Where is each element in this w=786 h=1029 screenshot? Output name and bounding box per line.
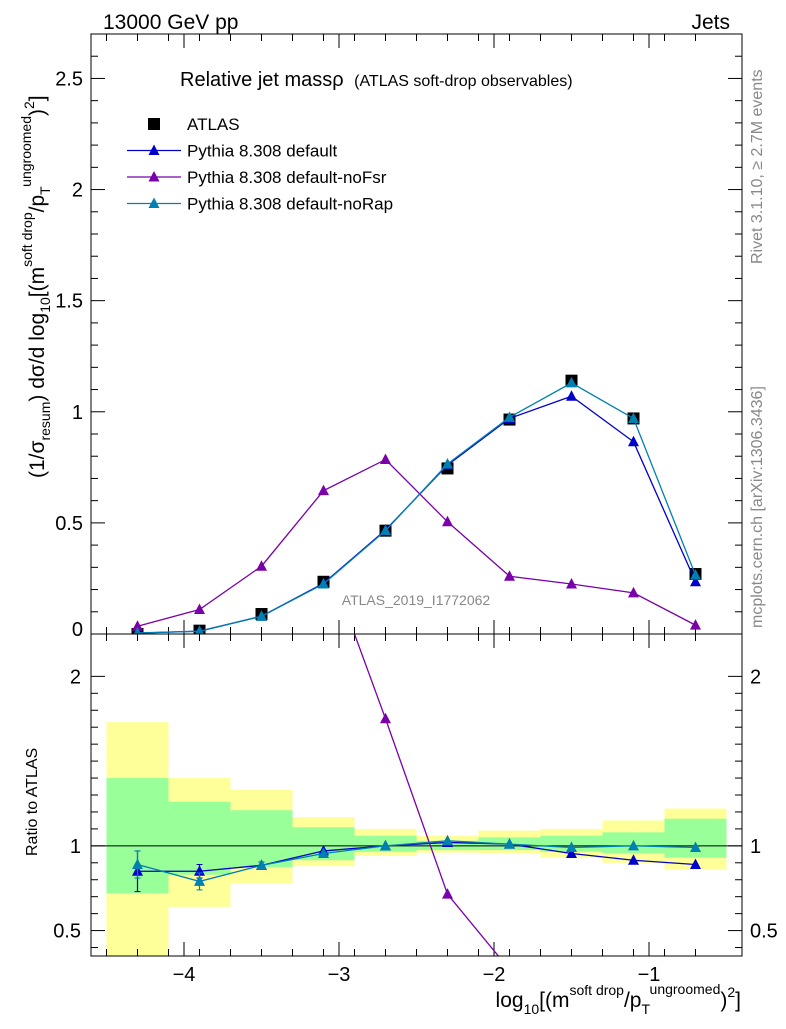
- series-point: [380, 524, 391, 536]
- xtick-label: −2: [483, 964, 506, 986]
- ratio-point: [380, 839, 391, 851]
- ratio-series-pythia-8-308-default-nofsr: [256, 433, 515, 975]
- ratio-ytick-label-right: 0.5: [750, 921, 778, 943]
- ratio-plot-area: [132, 433, 701, 975]
- ratio-series-pythia-8-308-default-norap: [132, 834, 701, 891]
- main-ytick-label: 1.5: [55, 291, 83, 313]
- series-point: [256, 560, 267, 571]
- legend-marker: [148, 144, 160, 155]
- series-point: [442, 458, 453, 469]
- ratio-ytick-label: 2: [70, 666, 81, 688]
- xtick-label: −4: [173, 964, 196, 986]
- ratio-band-inner: [230, 810, 293, 868]
- main-ytick-label-zero: 0: [72, 619, 83, 641]
- plot-title-sub: (ATLAS soft-drop observables): [354, 73, 572, 90]
- main-ytick-label: 0.5: [55, 513, 83, 535]
- series-point: [690, 575, 701, 587]
- series-point: [690, 569, 701, 580]
- series-point: [566, 376, 577, 388]
- legend-label: Pythia 8.308 default: [187, 142, 338, 161]
- legend: ATLAS Pythia 8.308 default Pythia 8.308 de…: [127, 115, 393, 214]
- legend-item-pythia-8-308-default: Pythia 8.308 default: [127, 142, 338, 161]
- xlabel: log10[(msoft drop/pTungroomed)2]: [496, 981, 741, 1017]
- mcplots-label: mcplots.cern.ch [arXiv:1306.3436]: [749, 386, 766, 628]
- main-ytick-label: 2.5: [55, 68, 83, 90]
- ratio-point: [380, 712, 391, 724]
- legend-item-pythia-8-308-default-nofsr: Pythia 8.308 default-noFsr: [127, 168, 387, 187]
- main-axes: 0.5 1 1.5 2 2.5 0: [55, 34, 742, 641]
- xtick-label: −3: [328, 964, 351, 986]
- ylabel-ratio: Ratio to ATLAS: [24, 748, 41, 856]
- legend-marker: [148, 171, 160, 182]
- series-point: [442, 515, 453, 527]
- ratio-point: [566, 847, 577, 858]
- ratio-point: [318, 847, 329, 858]
- series-point: [690, 619, 701, 630]
- ratio-point: [256, 433, 267, 444]
- plot-title: Relative jet massρ (ATLAS soft-drop obse…: [180, 69, 573, 91]
- series-line: [137, 458, 696, 627]
- series-point: [628, 586, 639, 598]
- legend-label: Pythia 8.308 default-noFsr: [187, 168, 387, 187]
- header-left: 13000 GeV pp: [103, 11, 238, 34]
- ratio-point: [132, 858, 143, 869]
- ratio-ytick-label-right: 2: [750, 666, 761, 688]
- rivet-label: Rivet 3.1.10, ≥ 2.7M events: [749, 69, 766, 264]
- ratio-bands: [106, 722, 727, 956]
- series-point: [256, 610, 267, 621]
- series-point: [194, 603, 205, 615]
- ratio-point: [442, 888, 453, 899]
- main-plot-area: [131, 374, 702, 634]
- ratio-point: [690, 841, 701, 853]
- legend-item-pythia-8-308-default-norap: Pythia 8.308 default-noRap: [127, 195, 393, 214]
- series-point: [628, 435, 639, 447]
- legend-item-atlas: ATLAS: [148, 115, 240, 134]
- series-point: [380, 453, 391, 465]
- watermark: ATLAS_2019_I1772062: [342, 592, 491, 608]
- series-pythia-8-308-default-nofsr: [132, 453, 701, 631]
- ratio-band-inner: [168, 801, 231, 875]
- ratio-ytick-label: 1: [70, 836, 81, 858]
- legend-marker: [148, 118, 160, 130]
- ratio-frame: [90, 633, 743, 957]
- main-ytick-label: 2: [72, 180, 83, 202]
- legend-marker: [148, 197, 160, 208]
- ratio-point: [504, 838, 515, 849]
- ratio-line: [353, 634, 500, 956]
- ratio-point: [690, 858, 701, 869]
- series-point: [566, 390, 577, 401]
- series-point: [504, 411, 515, 422]
- ratio-point: [504, 964, 515, 975]
- series-point: [133, 626, 142, 634]
- ratio-point: [318, 543, 329, 554]
- ratio-point: [256, 859, 267, 870]
- series-point: [318, 578, 329, 589]
- ratio-point: [566, 841, 577, 853]
- main-ytick-label: 1: [72, 402, 83, 424]
- series-point: [566, 578, 577, 589]
- xtick-label: −1: [638, 964, 661, 986]
- ratio-axes: −4 −3 −2 −1 0.5 0.5 1 1 2 2: [53, 634, 778, 986]
- ratio-point: [628, 839, 639, 851]
- ratio-point: [194, 875, 205, 886]
- ratio-point: [442, 834, 453, 846]
- series-point: [194, 625, 205, 634]
- plot-title-main: Relative jet massρ: [180, 69, 344, 91]
- ratio-line: [137, 840, 696, 883]
- series-point: [132, 620, 143, 631]
- ylabel-main: (1/σresum) dσ/d log10[(msoft drop/pTungr…: [18, 95, 53, 478]
- series-point: [318, 484, 329, 496]
- series-line: [137, 382, 697, 634]
- ratio-ytick-label: 0.5: [53, 921, 81, 943]
- ratio-point: [628, 854, 639, 865]
- legend-label: Pythia 8.308 default-noRap: [187, 195, 393, 214]
- series-pythia-8-308-default-norap: [133, 376, 701, 634]
- series-point: [628, 412, 639, 423]
- series-point: [504, 570, 515, 581]
- ratio-ytick-label-right: 1: [750, 836, 761, 858]
- ratio-line: [137, 841, 696, 872]
- header-right: Jets: [691, 11, 730, 34]
- legend-label: ATLAS: [187, 115, 240, 134]
